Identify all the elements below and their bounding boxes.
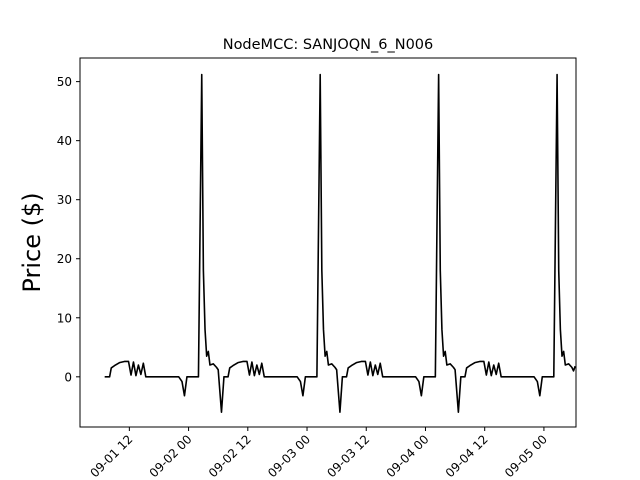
y-tick-label: 20 [57,252,72,266]
y-tick-label: 30 [57,193,72,207]
plot-frame [79,57,577,428]
y-tick-label: 40 [57,134,72,148]
series-line-layer [104,73,576,414]
chart-title: NodeMCC: SANJOQN_6_N006 [223,37,434,53]
y-tick-label: 10 [57,311,72,325]
plot-area [80,58,576,427]
y-axis: 0 10 20 30 40 50 [57,75,80,384]
y-tick-label: 0 [64,370,72,384]
series-line-0 [104,73,576,414]
y-axis-label: Price ($) [18,192,46,292]
y-tick-label: 50 [57,75,72,89]
